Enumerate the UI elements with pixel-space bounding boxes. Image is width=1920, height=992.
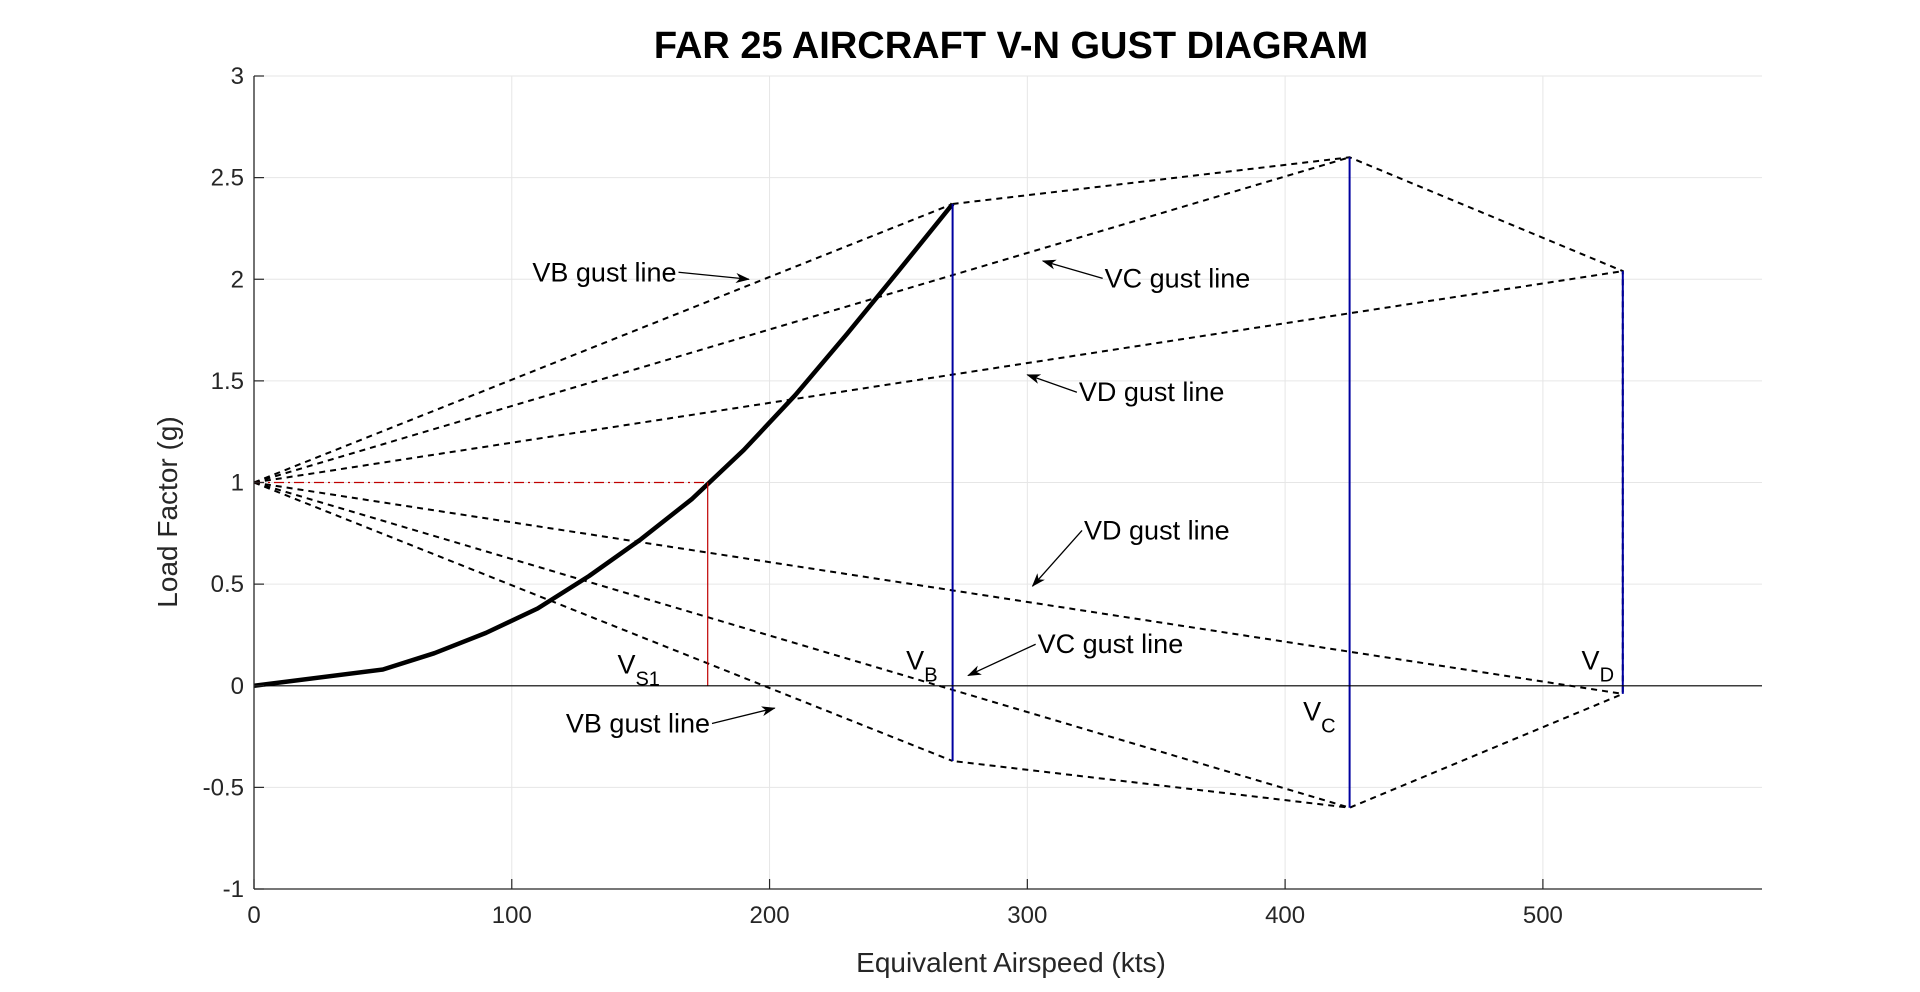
x-axis-label: Equivalent Airspeed (kts) xyxy=(856,947,1166,978)
y-tick-label: 0 xyxy=(231,673,244,700)
y-tick-label: 1 xyxy=(231,470,244,497)
annotation-arrow xyxy=(678,271,750,283)
annotation-arrow xyxy=(1026,374,1078,393)
x-tick-label: 0 xyxy=(247,902,260,929)
speed-label: VD xyxy=(1582,645,1614,686)
speed-label: VS1 xyxy=(617,650,659,691)
speed-label-subscript: D xyxy=(1600,664,1614,686)
y-axis-label: Load Factor (g) xyxy=(152,416,183,607)
annotation-arrow xyxy=(1031,529,1083,587)
annotation-arrow xyxy=(967,643,1036,677)
stall-curve xyxy=(253,202,955,689)
gust-line-label: VB gust line xyxy=(566,708,710,738)
speed-label-subscript: C xyxy=(1321,715,1335,737)
gust-line-label: VC gust line xyxy=(1105,263,1251,293)
y-tick-label: 0.5 xyxy=(211,571,244,598)
chart-title: FAR 25 AIRCRAFT V-N GUST DIAGRAM xyxy=(654,25,1368,67)
annotation-arrow xyxy=(1041,259,1103,280)
gust-line xyxy=(253,270,1623,484)
gust-line xyxy=(253,156,1350,484)
gust-line xyxy=(253,203,953,484)
plot-lines xyxy=(253,156,1762,809)
y-tick-label: 2 xyxy=(231,266,244,293)
annotations: VB gust line VC gust line VD gust line VD g… xyxy=(532,257,1614,738)
axes: 0 100 200 300 400 500 -1 -0.5 0 0.5 1 1.5 2 2.5 3 xyxy=(203,63,1762,929)
gust-line xyxy=(253,481,1623,695)
gust-line-label: VD gust line xyxy=(1084,515,1230,545)
x-tick-label: 100 xyxy=(492,902,532,929)
speed-label-subscript: B xyxy=(924,664,937,686)
y-tick-label: 3 xyxy=(231,63,244,90)
gust-line xyxy=(253,481,1350,809)
gust-line-label: VD gust line xyxy=(1079,377,1225,407)
y-tick-label: -0.5 xyxy=(203,774,244,801)
gust-line-label: VC gust line xyxy=(1038,629,1184,659)
x-tick-label: 500 xyxy=(1523,902,1563,929)
y-tick-label: -1 xyxy=(223,876,244,903)
y-tick-label: 1.5 xyxy=(211,368,244,395)
gust-line xyxy=(253,481,953,762)
x-tick-label: 200 xyxy=(750,902,790,929)
y-tick-label: 2.5 xyxy=(211,165,244,192)
gust-line-label: VB gust line xyxy=(532,257,676,287)
x-tick-label: 400 xyxy=(1265,902,1305,929)
grid xyxy=(253,75,1762,890)
speed-label-subscript: S1 xyxy=(635,669,659,691)
annotation-arrow xyxy=(711,706,776,725)
speed-label: VC xyxy=(1303,696,1335,737)
x-tick-label: 300 xyxy=(1007,902,1047,929)
